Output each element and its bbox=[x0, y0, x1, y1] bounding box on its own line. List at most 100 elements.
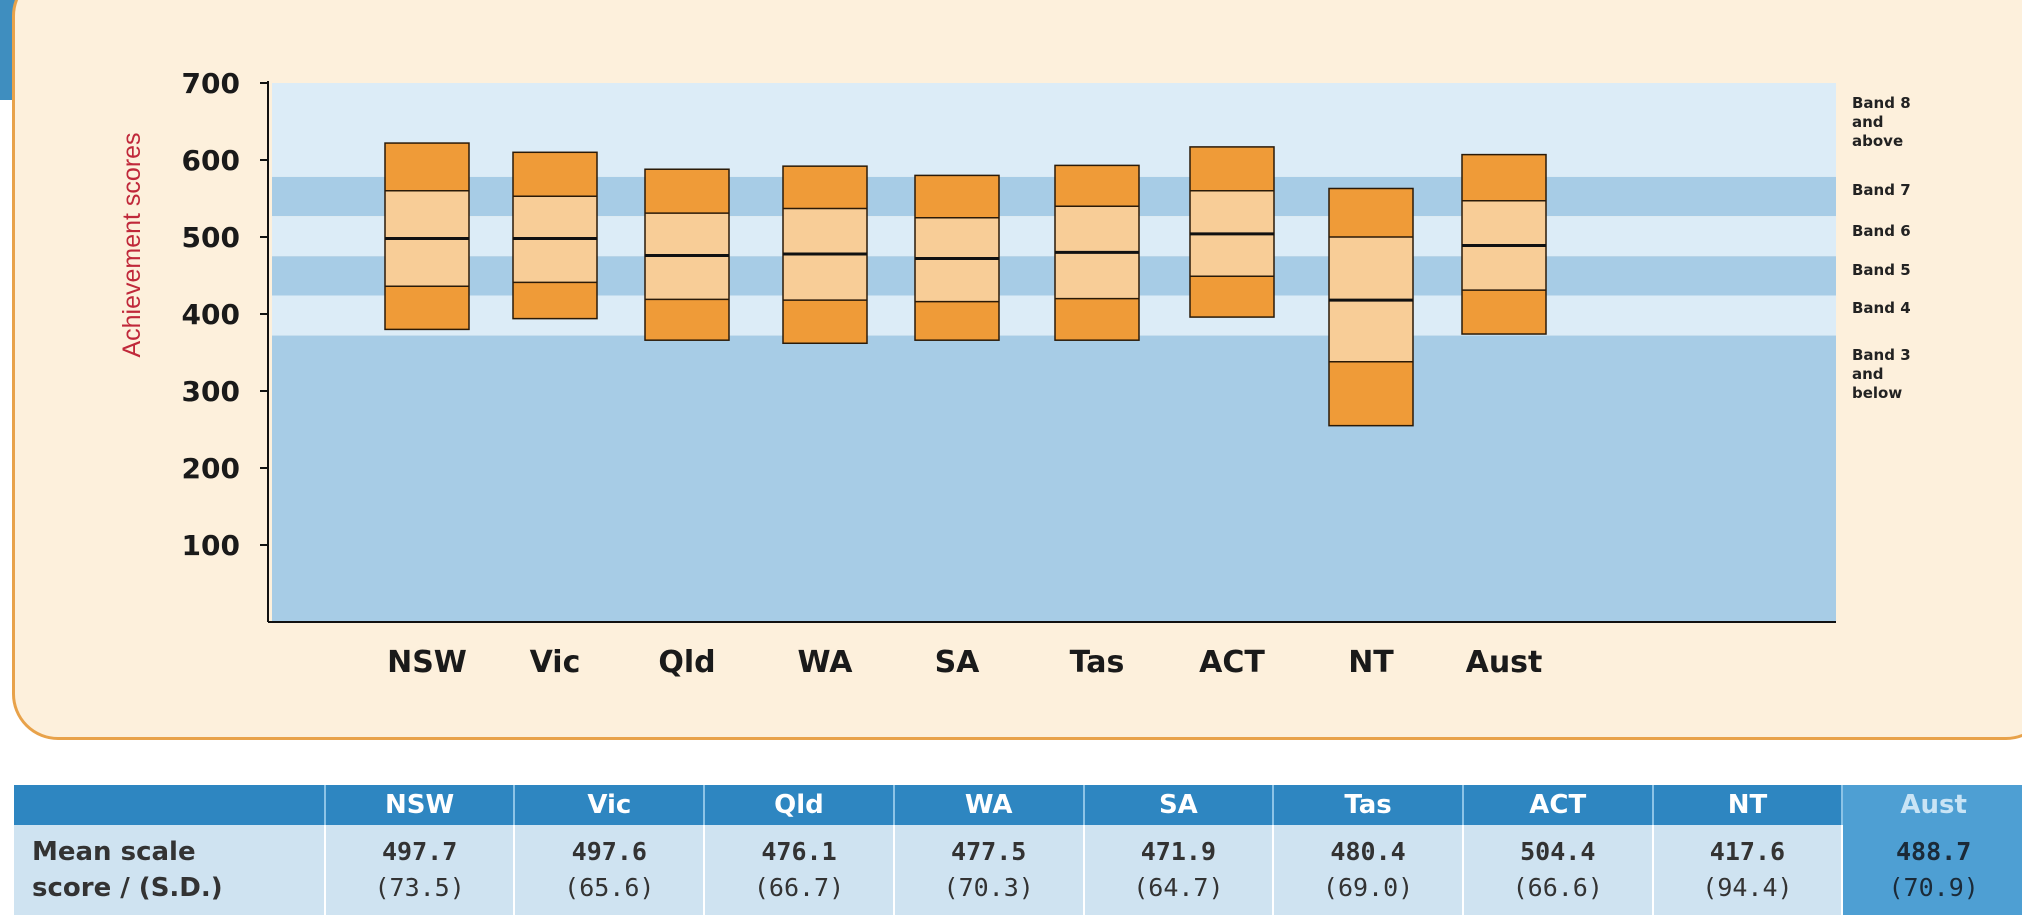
mean-value: 476.1 bbox=[761, 837, 837, 866]
percentile-bar bbox=[1461, 153, 1547, 335]
x-tick-label: SA bbox=[935, 645, 981, 680]
x-tick-label: Qld bbox=[658, 645, 715, 680]
y-tick-label: 700 bbox=[182, 67, 240, 100]
row-label: Mean scale score / (S.D.) bbox=[14, 825, 326, 915]
table-cell: 488.7 (70.9) bbox=[1842, 825, 2022, 915]
mean-value: 471.9 bbox=[1140, 837, 1216, 866]
mean-value: 477.5 bbox=[951, 837, 1027, 866]
bar-segment-lower bbox=[783, 300, 867, 344]
band-label: Band 6 bbox=[1852, 222, 1911, 240]
sd-value: (65.6) bbox=[564, 873, 655, 902]
percentile-bar bbox=[384, 142, 470, 331]
band-label: below bbox=[1852, 384, 1902, 402]
table-header-cell: Qld bbox=[704, 785, 895, 825]
y-tick-label: 600 bbox=[182, 144, 240, 177]
band-label: Band 8 bbox=[1852, 94, 1911, 112]
table-cell: 497.7 (73.5) bbox=[324, 825, 516, 915]
table-header-cell: Vic bbox=[514, 785, 706, 825]
sd-value: (70.9) bbox=[1888, 873, 1979, 902]
bar-outline bbox=[1189, 146, 1275, 318]
table-header-cell: NSW bbox=[324, 785, 516, 825]
row-label-line: score / (S.D.) bbox=[32, 873, 223, 903]
table-header-cell: SA bbox=[1083, 785, 1275, 825]
y-axis-label: Achievement scores bbox=[118, 132, 146, 357]
table-header-cell: Tas bbox=[1273, 785, 1464, 825]
x-tick-label: Vic bbox=[530, 645, 581, 680]
table-header-cell: ACT bbox=[1462, 785, 1654, 825]
x-tick-label: ACT bbox=[1199, 645, 1265, 680]
percentile-bar bbox=[512, 151, 598, 320]
y-tick-label: 300 bbox=[182, 375, 240, 408]
y-tick-label: 100 bbox=[182, 529, 240, 562]
x-tick-label: Tas bbox=[1070, 645, 1125, 680]
bar-outline bbox=[1328, 187, 1414, 427]
bar-segment-upper bbox=[385, 143, 469, 191]
x-tick-label: Aust bbox=[1466, 645, 1543, 680]
table-cell: 476.1 (66.7) bbox=[704, 825, 895, 915]
table-header-cell: WA bbox=[893, 785, 1085, 825]
bar-segment-upper bbox=[1055, 165, 1139, 207]
bar-segment-lower bbox=[1190, 276, 1274, 318]
bar-segment-lower bbox=[1055, 298, 1139, 341]
table-cell: 497.6 (65.6) bbox=[514, 825, 706, 915]
percentile-bar bbox=[1054, 164, 1140, 341]
band-label: Band 7 bbox=[1852, 181, 1911, 199]
axis-layer: 100 200 300 400 500 600 700 NSW Vic Qld WA SA Tas ACT… bbox=[182, 67, 1836, 680]
bar-segment-upper bbox=[915, 175, 999, 218]
percentile-bar bbox=[782, 165, 868, 345]
band-label: and bbox=[1852, 113, 1884, 131]
table-cell: 504.4 (66.6) bbox=[1462, 825, 1654, 915]
mean-value: 504.4 bbox=[1520, 837, 1596, 866]
band-region bbox=[272, 176, 1836, 217]
table-header-cell: Aust bbox=[1842, 785, 2022, 825]
sd-value: (73.5) bbox=[374, 873, 465, 902]
table-cell: 480.4 (69.0) bbox=[1273, 825, 1464, 915]
band-label: above bbox=[1852, 132, 1903, 150]
sd-value: (94.4) bbox=[1702, 873, 1793, 902]
y-tick-label: 400 bbox=[182, 298, 240, 331]
percentile-bar bbox=[1189, 146, 1275, 318]
table-header-cell: NT bbox=[1652, 785, 1844, 825]
y-tick-label: 200 bbox=[182, 452, 240, 485]
sd-value: (66.6) bbox=[1512, 873, 1603, 902]
bar-segment-upper bbox=[1329, 188, 1413, 237]
bar-segment-lower bbox=[1462, 290, 1546, 335]
band-region bbox=[272, 295, 1836, 336]
bar-segment-lower bbox=[1329, 361, 1413, 426]
bar-outline bbox=[384, 142, 470, 331]
bar-outline bbox=[512, 151, 598, 320]
bar-segment-upper bbox=[645, 169, 729, 214]
table-cell: 471.9 (64.7) bbox=[1083, 825, 1275, 915]
band-region bbox=[272, 256, 1836, 296]
bar-segment-upper bbox=[513, 152, 597, 197]
sd-value: (66.7) bbox=[753, 873, 845, 902]
band-label: and bbox=[1852, 365, 1884, 383]
band-region bbox=[272, 335, 1836, 622]
boxes-layer bbox=[384, 142, 1547, 427]
bar-segment-lower bbox=[385, 286, 469, 330]
sd-value: (70.3) bbox=[943, 873, 1034, 902]
bar-segment-upper bbox=[1462, 154, 1546, 201]
x-tick-label: NT bbox=[1348, 645, 1394, 680]
band-label: Band 4 bbox=[1852, 299, 1911, 317]
band-region bbox=[272, 83, 1836, 177]
bar-segment-upper bbox=[783, 166, 867, 209]
table-cell: 477.5 (70.3) bbox=[893, 825, 1085, 915]
x-tick-label: NSW bbox=[387, 645, 467, 680]
row-label-line: Mean scale bbox=[32, 837, 196, 867]
mean-value: 488.7 bbox=[1896, 837, 1972, 866]
band-label: Band 3 bbox=[1852, 346, 1911, 364]
table-header-row: NSW Vic Qld WA SA Tas ACT NT Aust bbox=[14, 785, 2022, 825]
percentile-bar bbox=[914, 174, 1000, 341]
percentile-bar bbox=[1328, 187, 1414, 427]
mean-value: 480.4 bbox=[1330, 837, 1406, 866]
band-region bbox=[272, 216, 1836, 257]
bands-layer bbox=[272, 83, 1836, 622]
band-label: Band 5 bbox=[1852, 261, 1911, 279]
mean-score-table: NSW Vic Qld WA SA Tas ACT NT Aust Mean s… bbox=[14, 785, 2022, 915]
mean-value: 417.6 bbox=[1709, 837, 1786, 866]
x-tick-label: WA bbox=[798, 645, 854, 680]
sd-value: (64.7) bbox=[1133, 873, 1224, 902]
percentile-bar bbox=[644, 168, 730, 341]
